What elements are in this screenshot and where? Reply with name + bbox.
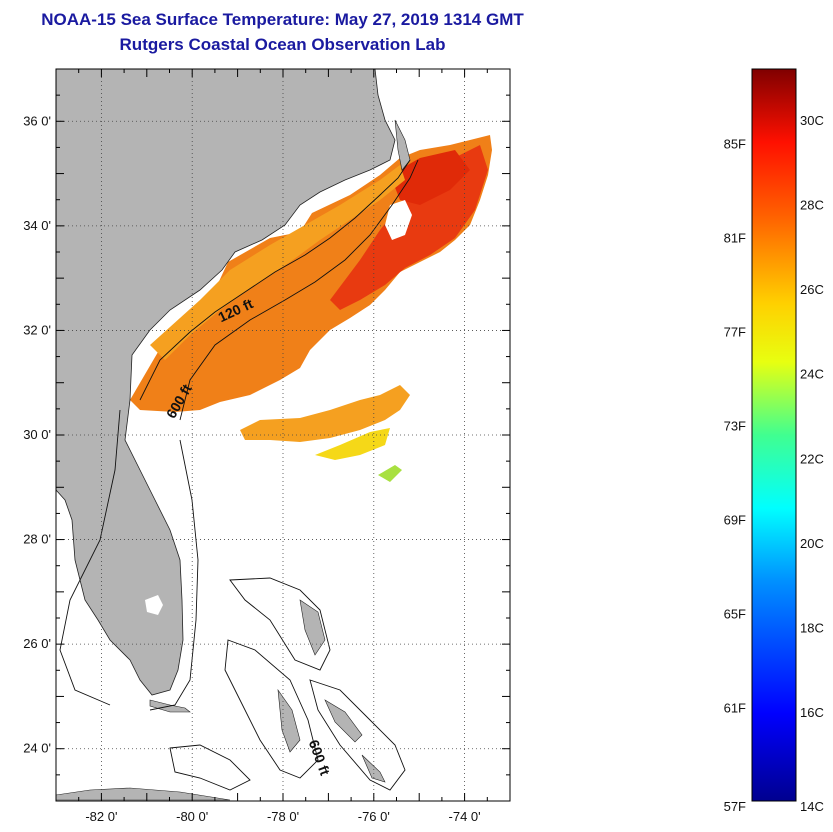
contour-florida-west bbox=[59, 409, 121, 706]
sst-warm-region-north bbox=[390, 150, 470, 205]
celsius-label: 22C bbox=[800, 451, 824, 466]
fahrenheit-label: 57F bbox=[724, 799, 746, 814]
fahrenheit-label: 77F bbox=[724, 324, 746, 339]
outer-banks bbox=[394, 119, 411, 171]
contour-120ft bbox=[139, 159, 411, 401]
contour-bahamas-east bbox=[309, 679, 406, 791]
sst-cool-patch bbox=[315, 428, 390, 460]
map-x-tick-labels: -82 0' -80 0' -78 0' -76 0' -74 0' bbox=[85, 809, 480, 824]
map-frame bbox=[55, 68, 511, 802]
fahrenheit-label: 81F bbox=[724, 230, 746, 245]
map-y-tick-labels: 24 0' 26 0' 28 0' 30 0' 32 0' 34 0' 36 0' bbox=[23, 113, 51, 755]
x-tick-label: -76 0' bbox=[358, 809, 390, 824]
colorbar-celsius-labels: 14C 16C 18C 20C 22C 24C 26C 28C 30C bbox=[800, 113, 824, 814]
colorbar-gradient bbox=[751, 68, 797, 802]
page-subtitle: Rutgers Coastal Ocean Observation Lab bbox=[119, 35, 446, 54]
colorbar-fahrenheit-labels: 57F 61F 65F 69F 73F 77F 81F 85F bbox=[724, 136, 746, 814]
sst-green-patch bbox=[378, 465, 402, 482]
celsius-label: 18C bbox=[800, 621, 824, 636]
contour-cuba bbox=[169, 744, 251, 791]
y-tick-label: 28 0' bbox=[23, 532, 51, 547]
celsius-label: 14C bbox=[800, 799, 824, 814]
x-tick-label: -74 0' bbox=[449, 809, 481, 824]
fahrenheit-label: 85F bbox=[724, 136, 746, 151]
fahrenheit-label: 69F bbox=[724, 512, 746, 527]
bathymetry-contours bbox=[59, 159, 419, 791]
fahrenheit-label: 61F bbox=[724, 700, 746, 715]
contour-bahamas-great bbox=[224, 639, 319, 779]
contour-600ft bbox=[179, 159, 419, 421]
fahrenheit-label: 73F bbox=[724, 418, 746, 433]
contour-bahamas-north bbox=[229, 577, 331, 671]
y-tick-label: 32 0' bbox=[23, 322, 51, 337]
cloud-gap bbox=[385, 200, 412, 240]
contour-florida-shelf bbox=[149, 439, 199, 711]
page-title: NOAA-15 Sea Surface Temperature: May 27,… bbox=[41, 10, 524, 29]
fahrenheit-label: 65F bbox=[724, 606, 746, 621]
bahamas bbox=[277, 599, 386, 783]
x-tick-label: -80 0' bbox=[176, 809, 208, 824]
celsius-label: 30C bbox=[800, 113, 824, 128]
x-tick-label: -82 0' bbox=[85, 809, 117, 824]
lake-okeechobee bbox=[145, 595, 163, 615]
celsius-label: 26C bbox=[800, 282, 824, 297]
y-tick-label: 24 0' bbox=[23, 741, 51, 756]
y-tick-label: 30 0' bbox=[23, 427, 51, 442]
y-tick-label: 26 0' bbox=[23, 636, 51, 651]
sst-imagery bbox=[130, 135, 492, 482]
celsius-label: 24C bbox=[800, 367, 824, 382]
celsius-label: 16C bbox=[800, 705, 824, 720]
y-tick-label: 36 0' bbox=[23, 113, 51, 128]
celsius-label: 20C bbox=[800, 536, 824, 551]
y-tick-label: 34 0' bbox=[23, 218, 51, 233]
sst-nearshore-band bbox=[150, 165, 405, 360]
sst-south-patch bbox=[240, 385, 410, 442]
celsius-label: 28C bbox=[800, 197, 824, 212]
x-tick-label: -78 0' bbox=[267, 809, 299, 824]
